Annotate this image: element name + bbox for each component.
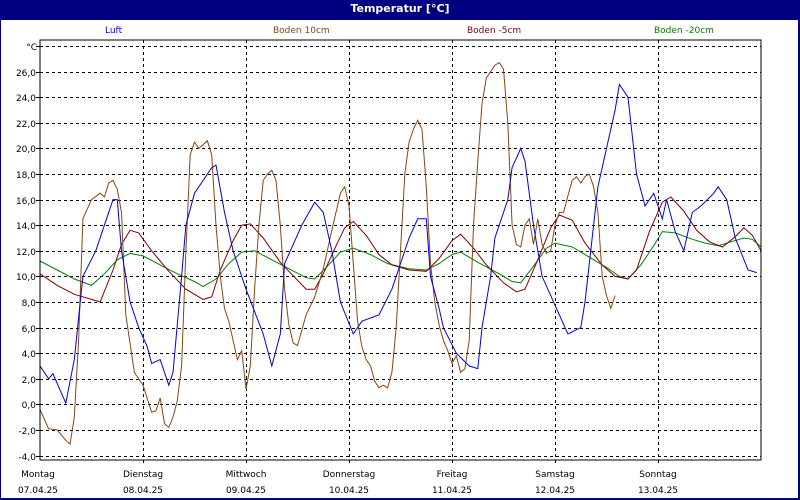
- x-day-label: Freitag: [437, 470, 468, 480]
- axis-labels: °C 26,0 24,0 22,0 20,0 18,0 16,0 14,0 12,0 10,0 8,…: [16, 43, 678, 496]
- x-day-label: Donnerstag: [323, 470, 376, 480]
- window-title: Temperatur [°C]: [0, 0, 800, 20]
- x-date-label: 11.04.25: [432, 486, 472, 496]
- x-date-label: 07.04.25: [18, 486, 58, 496]
- x-day-label: Sonntag: [639, 470, 676, 480]
- y-tick-label: -2,0: [18, 427, 36, 437]
- x-day-label: Mittwoch: [226, 470, 267, 480]
- y-tick-label: 4,0: [22, 350, 37, 360]
- x-day-label: Dienstag: [123, 470, 163, 480]
- series-boden-5cm: [39, 196, 762, 303]
- y-tick-label: 6,0: [22, 325, 37, 335]
- legend-boden-minus-20cm: Boden -20cm: [654, 26, 714, 36]
- y-tick-label: 2,0: [22, 376, 37, 386]
- legend-luft: Luft: [105, 26, 123, 36]
- series-boden-10cm: [39, 61, 616, 446]
- y-tick-label: 18,0: [16, 171, 36, 181]
- x-date-label: 10.04.25: [329, 486, 369, 496]
- x-date-label: 13.04.25: [638, 486, 678, 496]
- x-day-label: Samstag: [535, 470, 574, 480]
- x-date-label: 09.04.25: [226, 486, 266, 496]
- series-luft: [39, 83, 757, 405]
- series-lines: [39, 61, 762, 446]
- y-tick-label: 0,0: [22, 401, 37, 411]
- x-date-label: 08.04.25: [123, 486, 163, 496]
- y-tick-label: 12,0: [16, 248, 36, 258]
- y-tick-label: 20,0: [16, 145, 36, 155]
- series-boden-20cm: [39, 231, 762, 288]
- x-date-label: 12.04.25: [535, 486, 575, 496]
- y-tick-label: 14,0: [16, 222, 36, 232]
- legend-boden-10cm: Boden 10cm: [273, 26, 330, 36]
- x-day-label: Montag: [21, 470, 55, 480]
- grid-lines: [36, 40, 761, 465]
- legend-boden-minus-5cm: Boden -5cm: [467, 26, 522, 36]
- y-tick-label: 22,0: [16, 120, 36, 130]
- y-tick-label: 26,0: [16, 69, 36, 79]
- y-unit-label: °C: [26, 43, 37, 53]
- y-tick-label: 10,0: [16, 273, 36, 283]
- plot-frame: [39, 39, 762, 461]
- y-tick-label: 16,0: [16, 197, 36, 207]
- y-tick-label: -4,0: [18, 453, 36, 463]
- y-tick-label: 8,0: [22, 299, 37, 309]
- y-tick-label: 24,0: [16, 94, 36, 104]
- chart-panel: Luft Boden 10cm Boden -5cm Boden -20cm: [1, 20, 798, 498]
